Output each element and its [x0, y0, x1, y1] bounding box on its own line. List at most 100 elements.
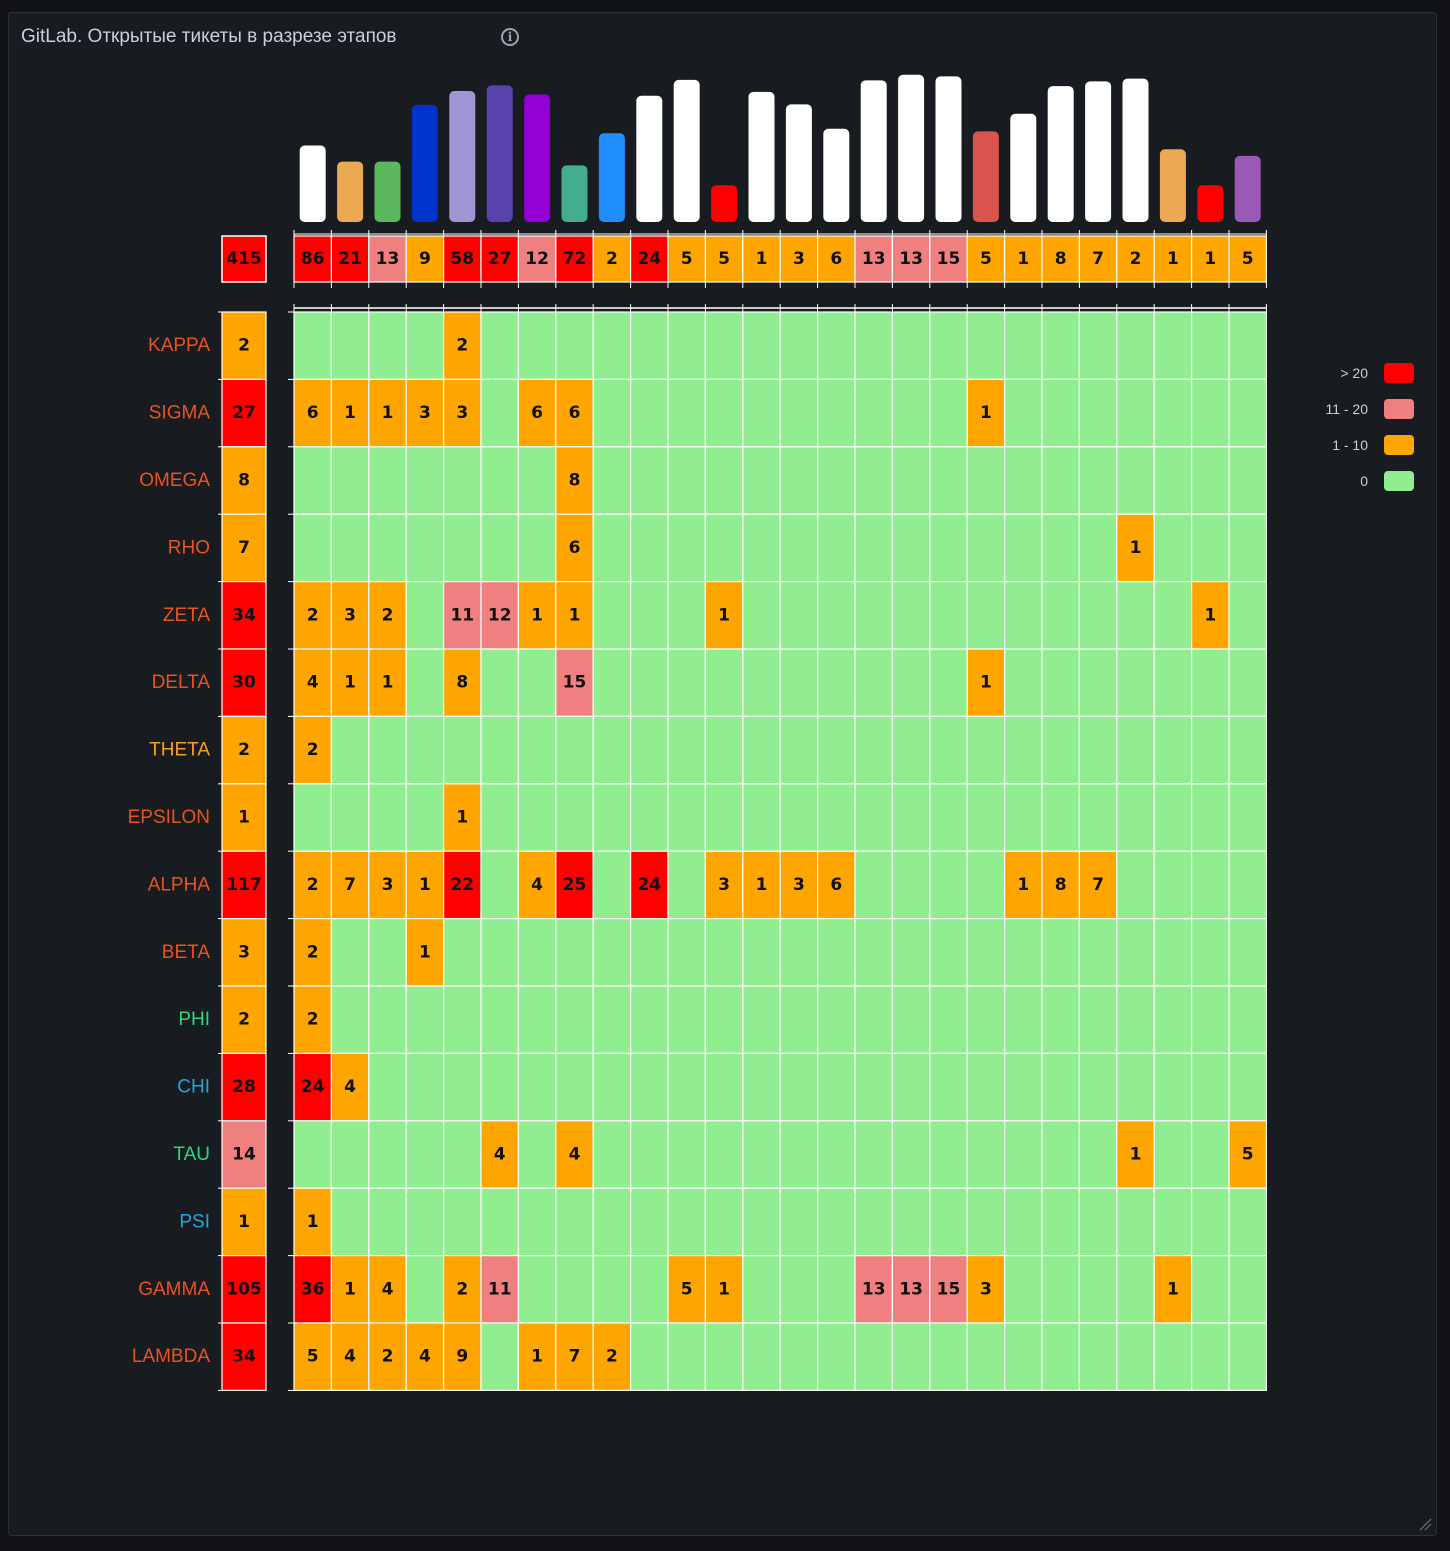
heatmap-cell[interactable] [1153, 1120, 1193, 1189]
heatmap-cell[interactable] [779, 311, 819, 381]
heatmap-cell[interactable] [480, 648, 520, 718]
heatmap-cell[interactable] [1190, 378, 1230, 448]
heatmap-cell[interactable] [929, 850, 968, 920]
heatmap-cell[interactable] [368, 513, 407, 583]
heatmap-cell[interactable] [891, 513, 931, 583]
heatmap-cell[interactable] [1003, 513, 1043, 583]
heatmap-cell[interactable] [443, 917, 482, 987]
heatmap-cell[interactable] [293, 513, 333, 583]
heatmap-cell[interactable] [629, 1120, 669, 1189]
heatmap-cell[interactable] [966, 513, 1006, 583]
heatmap-cell[interactable] [929, 715, 968, 785]
heatmap-cell[interactable] [704, 446, 744, 515]
heatmap-cell[interactable] [480, 378, 520, 448]
heatmap-cell[interactable] [667, 446, 707, 515]
heatmap-cell[interactable] [1228, 917, 1268, 987]
heatmap-cell[interactable] [592, 1187, 632, 1257]
heatmap-cell[interactable] [854, 1322, 894, 1392]
heatmap-cell[interactable] [443, 378, 482, 448]
heatmap-cell[interactable] [667, 580, 707, 650]
heatmap-cell[interactable] [555, 311, 594, 381]
heatmap-cell[interactable] [480, 1052, 520, 1122]
heatmap-cell[interactable] [667, 1322, 707, 1392]
heatmap-cell[interactable] [629, 513, 669, 583]
heatmap-cell[interactable] [704, 1322, 744, 1392]
heatmap-cell[interactable] [966, 850, 1006, 920]
heatmap-cell[interactable] [1041, 850, 1081, 920]
heatmap-cell[interactable] [891, 985, 931, 1055]
heatmap-cell[interactable] [1228, 513, 1268, 583]
heatmap-cell[interactable] [480, 311, 520, 381]
heatmap-cell[interactable] [1190, 1052, 1230, 1122]
heatmap-cell[interactable] [966, 985, 1006, 1055]
info-icon[interactable]: i [501, 28, 519, 46]
heatmap-cell[interactable] [1041, 1322, 1081, 1392]
heatmap-cell[interactable] [1228, 1120, 1268, 1189]
heatmap-cell[interactable] [854, 1052, 894, 1122]
heatmap-cell[interactable] [293, 1322, 333, 1392]
heatmap-cell[interactable] [629, 1052, 669, 1122]
heatmap-cell[interactable] [1153, 1254, 1193, 1324]
heatmap-cell[interactable] [1153, 715, 1193, 785]
heatmap-cell[interactable] [629, 783, 669, 852]
heatmap-cell[interactable] [480, 513, 520, 583]
heatmap-cell[interactable] [1116, 715, 1155, 785]
heatmap-cell[interactable] [891, 715, 931, 785]
heatmap-cell[interactable] [966, 580, 1006, 650]
heatmap-cell[interactable] [480, 1187, 520, 1257]
heatmap-cell[interactable] [816, 648, 856, 718]
heatmap-cell[interactable] [517, 446, 557, 515]
heatmap-cell[interactable] [1190, 446, 1230, 515]
heatmap-cell[interactable] [1190, 1187, 1230, 1257]
heatmap-cell[interactable] [1116, 1322, 1155, 1392]
heatmap-cell[interactable] [592, 1052, 632, 1122]
heatmap-cell[interactable] [929, 648, 968, 718]
heatmap-cell[interactable] [854, 446, 894, 515]
heatmap-cell[interactable] [779, 580, 819, 650]
heatmap-cell[interactable] [929, 783, 968, 852]
heatmap-cell[interactable] [1116, 311, 1155, 381]
heatmap-cell[interactable] [667, 985, 707, 1055]
heatmap-cell[interactable] [929, 917, 968, 987]
heatmap-cell[interactable] [1116, 985, 1155, 1055]
heatmap-cell[interactable] [966, 1187, 1006, 1257]
heatmap-cell[interactable] [330, 783, 370, 852]
heatmap-cell[interactable] [592, 917, 632, 987]
heatmap-cell[interactable] [742, 513, 781, 583]
heatmap-cell[interactable] [704, 783, 744, 852]
heatmap-cell[interactable] [629, 985, 669, 1055]
heatmap-cell[interactable] [1003, 715, 1043, 785]
heatmap-cell[interactable] [1078, 513, 1118, 583]
heatmap-cell[interactable] [555, 917, 594, 987]
heatmap-cell[interactable] [1078, 311, 1118, 381]
heatmap-cell[interactable] [555, 783, 594, 852]
heatmap-cell[interactable] [1078, 580, 1118, 650]
heatmap-cell[interactable] [1041, 446, 1081, 515]
heatmap-cell[interactable] [1078, 985, 1118, 1055]
heatmap-cell[interactable] [667, 648, 707, 718]
heatmap-cell[interactable] [368, 917, 407, 987]
heatmap-cell[interactable] [816, 1322, 856, 1392]
heatmap-cell[interactable] [480, 917, 520, 987]
heatmap-cell[interactable] [368, 1120, 407, 1189]
heatmap-cell[interactable] [704, 850, 744, 920]
heatmap-cell[interactable] [368, 715, 407, 785]
heatmap-cell[interactable] [1153, 378, 1193, 448]
heatmap-cell[interactable] [405, 1254, 445, 1324]
heatmap-cell[interactable] [816, 985, 856, 1055]
heatmap-cell[interactable] [368, 446, 407, 515]
heatmap-cell[interactable] [1153, 311, 1193, 381]
heatmap-cell[interactable] [517, 513, 557, 583]
heatmap-cell[interactable] [929, 446, 968, 515]
heatmap-cell[interactable] [405, 513, 445, 583]
heatmap-cell[interactable] [330, 1322, 370, 1392]
heatmap-cell[interactable] [1228, 580, 1268, 650]
heatmap-cell[interactable] [405, 1120, 445, 1189]
heatmap-cell[interactable] [742, 446, 781, 515]
heatmap-cell[interactable] [1228, 850, 1268, 920]
heatmap-cell[interactable] [1190, 648, 1230, 718]
heatmap-cell[interactable] [1228, 1322, 1268, 1392]
heatmap-cell[interactable] [1190, 311, 1230, 381]
heatmap-cell[interactable] [704, 1120, 744, 1189]
heatmap-cell[interactable] [1116, 917, 1155, 987]
